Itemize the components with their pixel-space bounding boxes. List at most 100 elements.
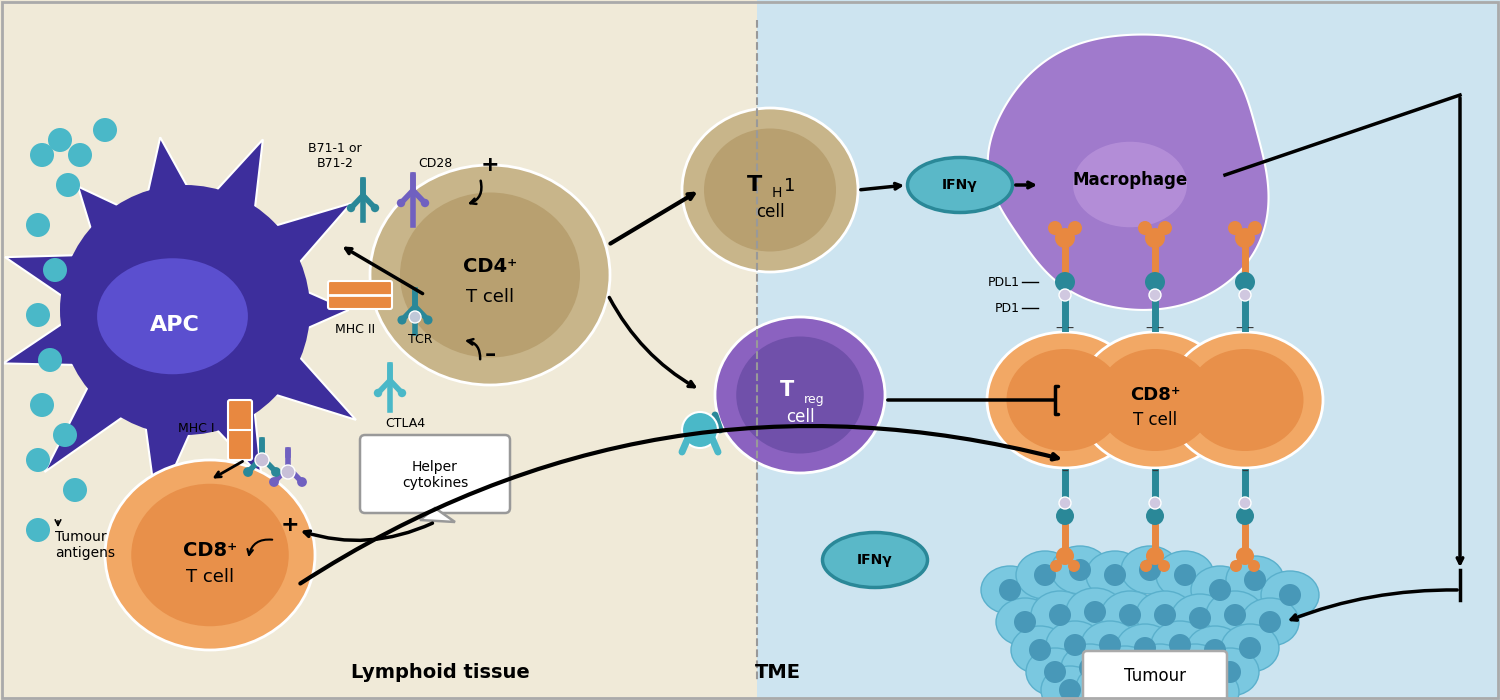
Text: TCR: TCR bbox=[408, 333, 432, 346]
Ellipse shape bbox=[1030, 591, 1089, 639]
Ellipse shape bbox=[1026, 648, 1084, 696]
Circle shape bbox=[268, 477, 279, 487]
Circle shape bbox=[1234, 272, 1256, 292]
Circle shape bbox=[1224, 604, 1246, 626]
Circle shape bbox=[1048, 604, 1071, 626]
Text: –: – bbox=[484, 345, 495, 365]
Circle shape bbox=[398, 389, 406, 397]
Circle shape bbox=[26, 448, 50, 472]
Circle shape bbox=[68, 143, 92, 167]
Circle shape bbox=[374, 389, 382, 397]
Text: CD4⁺: CD4⁺ bbox=[464, 258, 518, 277]
Circle shape bbox=[1236, 507, 1254, 525]
Text: IFNγ: IFNγ bbox=[856, 553, 892, 567]
Circle shape bbox=[1154, 604, 1176, 626]
Circle shape bbox=[410, 311, 422, 323]
Circle shape bbox=[1059, 679, 1082, 700]
Circle shape bbox=[1239, 289, 1251, 301]
Circle shape bbox=[1034, 564, 1056, 586]
Text: CD8⁺: CD8⁺ bbox=[1130, 386, 1180, 404]
Circle shape bbox=[60, 185, 310, 435]
Circle shape bbox=[1068, 560, 1080, 572]
Text: –: – bbox=[1242, 465, 1248, 479]
Text: CD28: CD28 bbox=[419, 157, 452, 170]
Ellipse shape bbox=[1166, 644, 1224, 692]
Circle shape bbox=[1239, 637, 1262, 659]
Circle shape bbox=[243, 467, 254, 477]
Circle shape bbox=[1119, 604, 1142, 626]
Ellipse shape bbox=[736, 337, 864, 454]
Text: IFNγ: IFNγ bbox=[942, 178, 978, 192]
Ellipse shape bbox=[1240, 598, 1299, 646]
Circle shape bbox=[26, 213, 50, 237]
Ellipse shape bbox=[370, 165, 610, 385]
Ellipse shape bbox=[1041, 666, 1100, 700]
Ellipse shape bbox=[1146, 664, 1204, 700]
Text: CD8⁺: CD8⁺ bbox=[183, 540, 237, 559]
Text: – –: – – bbox=[1056, 321, 1074, 335]
Ellipse shape bbox=[132, 484, 288, 626]
Ellipse shape bbox=[987, 332, 1143, 468]
Circle shape bbox=[1174, 564, 1196, 586]
Text: Tumour: Tumour bbox=[1124, 667, 1186, 685]
Circle shape bbox=[1130, 677, 1150, 699]
Ellipse shape bbox=[1060, 644, 1119, 692]
Text: TME: TME bbox=[754, 662, 801, 682]
Ellipse shape bbox=[1082, 621, 1138, 669]
Text: T cell: T cell bbox=[186, 568, 234, 586]
Ellipse shape bbox=[1076, 664, 1134, 700]
Circle shape bbox=[1144, 228, 1166, 248]
Ellipse shape bbox=[682, 108, 858, 272]
Circle shape bbox=[272, 467, 280, 477]
Ellipse shape bbox=[1180, 668, 1239, 700]
Circle shape bbox=[1094, 677, 1116, 699]
Circle shape bbox=[1168, 634, 1191, 656]
Text: APC: APC bbox=[150, 315, 200, 335]
Circle shape bbox=[255, 453, 268, 467]
Ellipse shape bbox=[908, 158, 1013, 213]
Ellipse shape bbox=[1086, 551, 1144, 599]
Text: Macrophage: Macrophage bbox=[1072, 171, 1188, 189]
Ellipse shape bbox=[1016, 551, 1074, 599]
Circle shape bbox=[1258, 611, 1281, 633]
Circle shape bbox=[1149, 657, 1172, 679]
Ellipse shape bbox=[1156, 551, 1214, 599]
Text: 1: 1 bbox=[784, 177, 795, 195]
Polygon shape bbox=[420, 508, 454, 522]
Circle shape bbox=[422, 199, 429, 207]
Circle shape bbox=[1134, 637, 1156, 659]
Text: –: – bbox=[1062, 465, 1068, 479]
Circle shape bbox=[398, 199, 405, 207]
Ellipse shape bbox=[1226, 556, 1284, 604]
Circle shape bbox=[1149, 497, 1161, 509]
Circle shape bbox=[1104, 564, 1126, 586]
Circle shape bbox=[1056, 547, 1074, 565]
Circle shape bbox=[1209, 579, 1231, 601]
Ellipse shape bbox=[1072, 141, 1186, 228]
Ellipse shape bbox=[1096, 646, 1154, 694]
Text: Tumour
antigens: Tumour antigens bbox=[56, 530, 116, 560]
Circle shape bbox=[38, 348, 62, 372]
Circle shape bbox=[1146, 547, 1164, 565]
Circle shape bbox=[682, 412, 718, 448]
Ellipse shape bbox=[1191, 566, 1250, 614]
Circle shape bbox=[63, 478, 87, 502]
Text: reg: reg bbox=[804, 393, 825, 405]
Circle shape bbox=[1054, 272, 1076, 292]
Circle shape bbox=[1048, 221, 1062, 235]
Circle shape bbox=[1239, 497, 1251, 509]
Circle shape bbox=[1184, 657, 1206, 679]
Polygon shape bbox=[987, 34, 1269, 310]
Circle shape bbox=[1140, 560, 1152, 572]
Text: Helper
cytokines: Helper cytokines bbox=[402, 460, 468, 490]
Polygon shape bbox=[3, 137, 356, 508]
Text: T: T bbox=[780, 380, 794, 400]
Circle shape bbox=[999, 579, 1022, 601]
Circle shape bbox=[1164, 677, 1186, 699]
Circle shape bbox=[280, 465, 296, 479]
Ellipse shape bbox=[400, 193, 580, 358]
Ellipse shape bbox=[1066, 588, 1124, 636]
Circle shape bbox=[1280, 584, 1300, 606]
Text: PDL1: PDL1 bbox=[988, 276, 1020, 288]
Ellipse shape bbox=[996, 598, 1054, 646]
